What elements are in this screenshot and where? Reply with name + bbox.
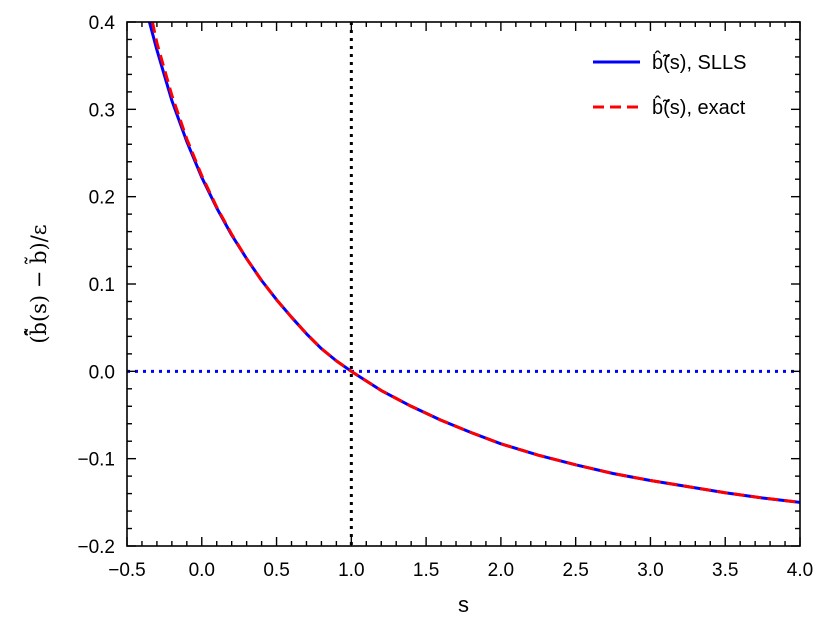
x-tick-label: 2.5 (562, 560, 588, 581)
y-tick-labels: −0.2 −0.1 0.0 0.1 0.2 0.3 0.4 (77, 13, 115, 558)
x-tick-label: 0.0 (189, 560, 215, 581)
x-tick-label: 2.0 (488, 560, 514, 581)
x-tick-labels: −0.5 0.0 0.5 1.0 1.5 2.0 2.5 3.0 3.5 4.0 (108, 560, 813, 581)
y-tick-label: −0.1 (77, 450, 115, 471)
x-tick-label: 3.5 (712, 560, 738, 581)
plot-frame (126, 21, 801, 547)
plot-area (127, 22, 800, 546)
legend: b̂̃(s), SLLS b̂̃(s), exact (593, 51, 746, 119)
y-tick-label: 0.1 (89, 275, 115, 296)
y-tick-label: 0.2 (89, 188, 115, 209)
x-tick-label: 3.0 (637, 560, 663, 581)
y-tick-label: 0.4 (89, 13, 116, 34)
y-axis-label: (b̂̃(s) − b̃)/ε (24, 224, 51, 343)
x-tick-label: 4.0 (787, 560, 813, 581)
legend-label-slls: b̂̃(s), SLLS (652, 51, 746, 74)
y-tick-label: 0.0 (89, 362, 115, 383)
legend-label-exact: b̂̃(s), exact (652, 96, 746, 119)
x-axis-label: s (458, 592, 469, 617)
x-tick-label: 1.0 (338, 560, 364, 581)
y-tick-label: −0.2 (77, 537, 115, 558)
x-tick-label: 1.5 (413, 560, 439, 581)
x-tick-label: −0.5 (108, 560, 146, 581)
x-tick-label: 0.5 (263, 560, 289, 581)
axis-ticks (126, 21, 801, 547)
y-tick-label: 0.3 (89, 100, 115, 121)
series-exact-line (150, 22, 800, 504)
